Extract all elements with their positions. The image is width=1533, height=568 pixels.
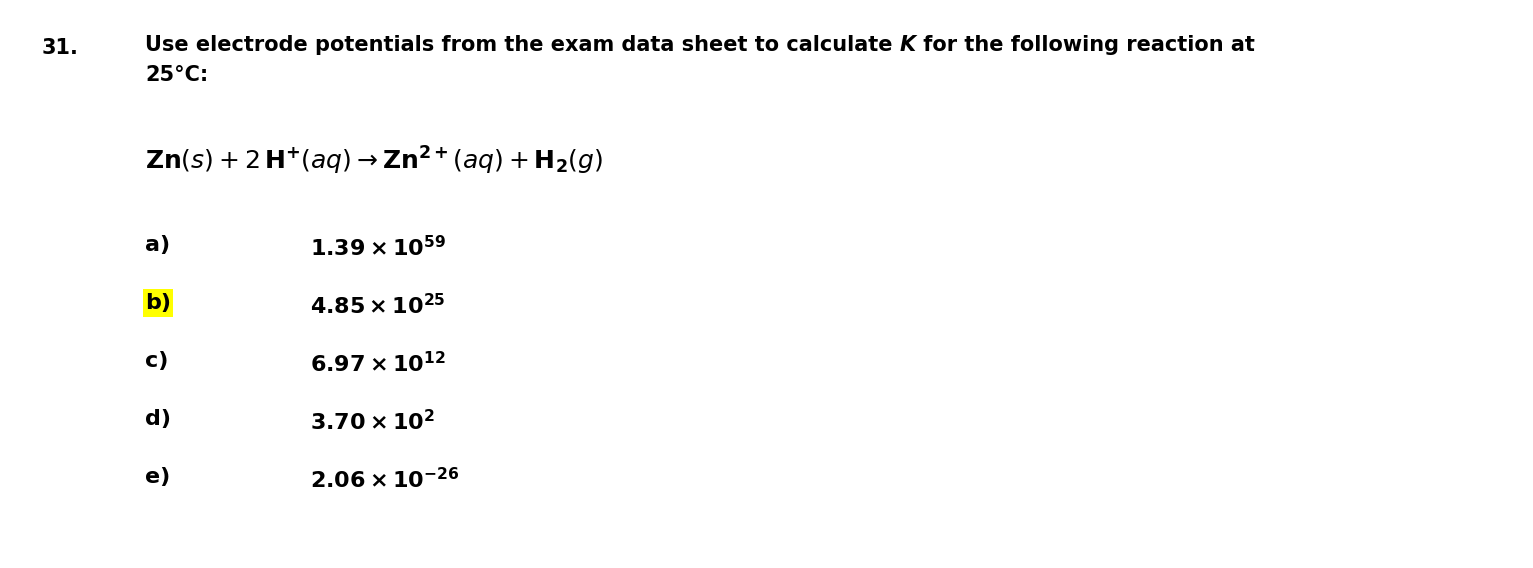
Text: e): e)	[146, 467, 170, 487]
Text: $\mathbf{Zn}(\mathit{s}) + 2\,\mathbf{H}^{\mathbf{+}}(\mathit{aq}) \rightarrow \: $\mathbf{Zn}(\mathit{s}) + 2\,\mathbf{H}…	[146, 145, 602, 177]
Text: 31.: 31.	[41, 38, 78, 58]
Text: $\mathbf{2.06 \times 10}^{\mathbf{-26}}$: $\mathbf{2.06 \times 10}^{\mathbf{-26}}$	[310, 467, 460, 492]
Text: $\mathbf{1.39 \times 10}^{\mathbf{59}}$: $\mathbf{1.39 \times 10}^{\mathbf{59}}$	[310, 235, 446, 260]
FancyBboxPatch shape	[143, 289, 173, 317]
Text: d): d)	[146, 409, 172, 429]
Text: Use electrode potentials from the exam data sheet to calculate: Use electrode potentials from the exam d…	[146, 35, 900, 55]
Text: $\mathbf{3.70 \times 10}^{\mathbf{2}}$: $\mathbf{3.70 \times 10}^{\mathbf{2}}$	[310, 409, 435, 434]
Text: b): b)	[146, 293, 172, 313]
Text: for the following reaction at: for the following reaction at	[915, 35, 1254, 55]
Text: K: K	[900, 35, 915, 55]
Text: $\mathbf{6.97 \times 10}^{\mathbf{12}}$: $\mathbf{6.97 \times 10}^{\mathbf{12}}$	[310, 351, 446, 376]
Text: $\mathbf{4.85 \times 10}^{\mathbf{25}}$: $\mathbf{4.85 \times 10}^{\mathbf{25}}$	[310, 293, 446, 318]
Text: 25°C:: 25°C:	[146, 65, 208, 85]
Text: c): c)	[146, 351, 169, 371]
Text: a): a)	[146, 235, 170, 255]
